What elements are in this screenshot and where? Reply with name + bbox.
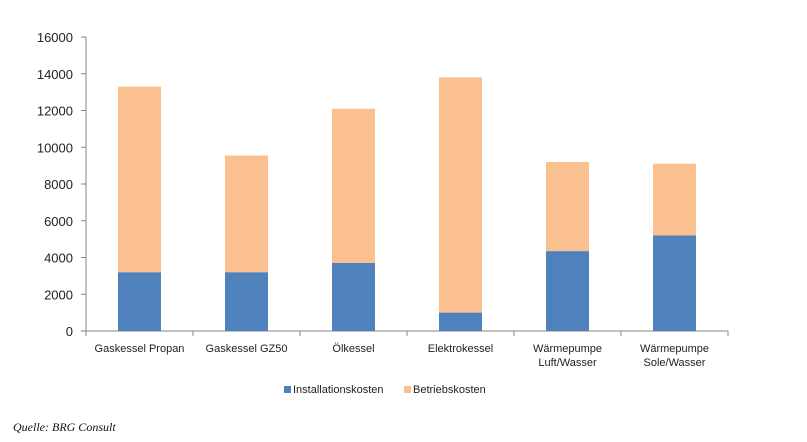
- category-label: Gaskessel GZ50: [206, 343, 288, 355]
- y-tick-label: 2000: [44, 287, 73, 302]
- legend-swatch: [404, 386, 411, 393]
- legend-swatch: [284, 386, 291, 393]
- bar-segment-installation: [653, 235, 696, 331]
- category-label: Sole/Wasser: [644, 357, 706, 369]
- bar-segment-operation: [225, 155, 268, 273]
- legend-label: Betriebskosten: [413, 384, 486, 396]
- y-tick-label: 16000: [37, 30, 73, 45]
- bar-segment-operation: [546, 162, 589, 252]
- category-label: Wärmepumpe: [533, 343, 602, 355]
- bar-segment-installation: [332, 263, 375, 331]
- category-label: Luft/Wasser: [538, 357, 597, 369]
- y-tick-label: 10000: [37, 140, 73, 155]
- bar-segment-installation: [118, 272, 161, 331]
- bar-segment-operation: [332, 108, 375, 263]
- y-tick-label: 8000: [44, 177, 73, 192]
- category-label: Elektrokessel: [428, 343, 493, 355]
- category-label: Gaskessel Propan: [95, 343, 185, 355]
- bar-segment-operation: [118, 86, 161, 273]
- legend-label: Installationskosten: [293, 384, 384, 396]
- category-label: Ölkessel: [332, 343, 374, 355]
- y-tick-label: 0: [66, 324, 73, 339]
- bars: [118, 77, 696, 331]
- category-label: Wärmepumpe: [640, 343, 709, 355]
- axes: 0 2000 4000 6000 8000 10000 12000 14000 16000: [37, 30, 729, 339]
- bar-segment-installation: [439, 312, 482, 331]
- y-tick-label: 6000: [44, 214, 73, 229]
- bar-segment-operation: [653, 163, 696, 236]
- bar-segment-installation: [225, 272, 268, 331]
- bar-segment-installation: [546, 251, 589, 331]
- y-tick-label: 4000: [44, 251, 73, 266]
- bar-segment-operation: [439, 77, 482, 313]
- category-labels: Gaskessel Propan Gaskessel GZ50 Ölkessel El…: [95, 343, 709, 369]
- y-tick-label: 12000: [37, 104, 73, 119]
- y-tick-label: 14000: [37, 67, 73, 82]
- source-note: Quelle: BRG Consult: [13, 420, 116, 434]
- legend: Installationskosten Betriebskosten: [284, 384, 486, 396]
